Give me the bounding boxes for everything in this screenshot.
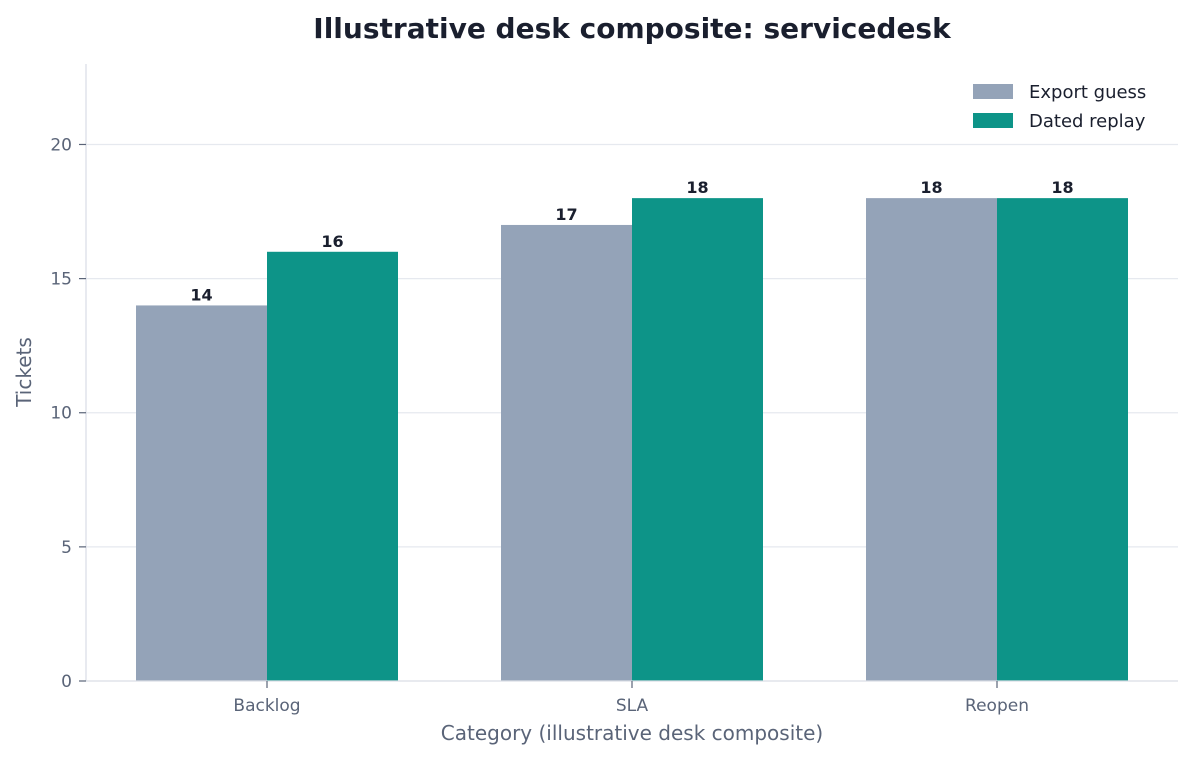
legend-label: Export guess: [1029, 82, 1146, 103]
x-tick-label: SLA: [616, 696, 649, 716]
data-label: 16: [321, 232, 343, 251]
y-tick-label: 20: [50, 135, 72, 155]
y-tick-label: 5: [61, 538, 72, 558]
bar: [501, 224, 632, 681]
chart-title: Illustrative desk composite: servicedesk: [313, 12, 952, 45]
y-tick-label: 0: [61, 672, 72, 692]
legend-swatch: [973, 113, 1013, 128]
x-tick-label: Reopen: [965, 696, 1029, 716]
y-tick-label: 10: [50, 404, 72, 424]
x-ticks: Backlog SLA Reopen: [233, 681, 1029, 716]
legend-swatch: [973, 84, 1013, 99]
y-axis-label: Tickets: [12, 337, 36, 408]
legend: Export guess Dated replay: [973, 82, 1146, 132]
bar: [267, 251, 398, 682]
bar: [866, 198, 997, 681]
data-label: 17: [555, 205, 577, 224]
legend-label: Dated replay: [1029, 111, 1146, 132]
bar: [632, 198, 763, 681]
bar: [997, 198, 1128, 681]
bar: [136, 305, 267, 681]
x-tick-label: Backlog: [233, 696, 300, 716]
data-labels: 14 16 17 18 18 18: [190, 178, 1073, 304]
data-label: 18: [1051, 178, 1073, 197]
data-label: 18: [686, 178, 708, 197]
x-axis-label: Category (illustrative desk composite): [441, 721, 823, 745]
y-tick-label: 15: [50, 270, 72, 290]
bars: [136, 198, 1128, 682]
y-ticks: 0 5 10 15 20: [50, 135, 86, 692]
data-label: 14: [190, 285, 212, 304]
data-label: 18: [920, 178, 942, 197]
